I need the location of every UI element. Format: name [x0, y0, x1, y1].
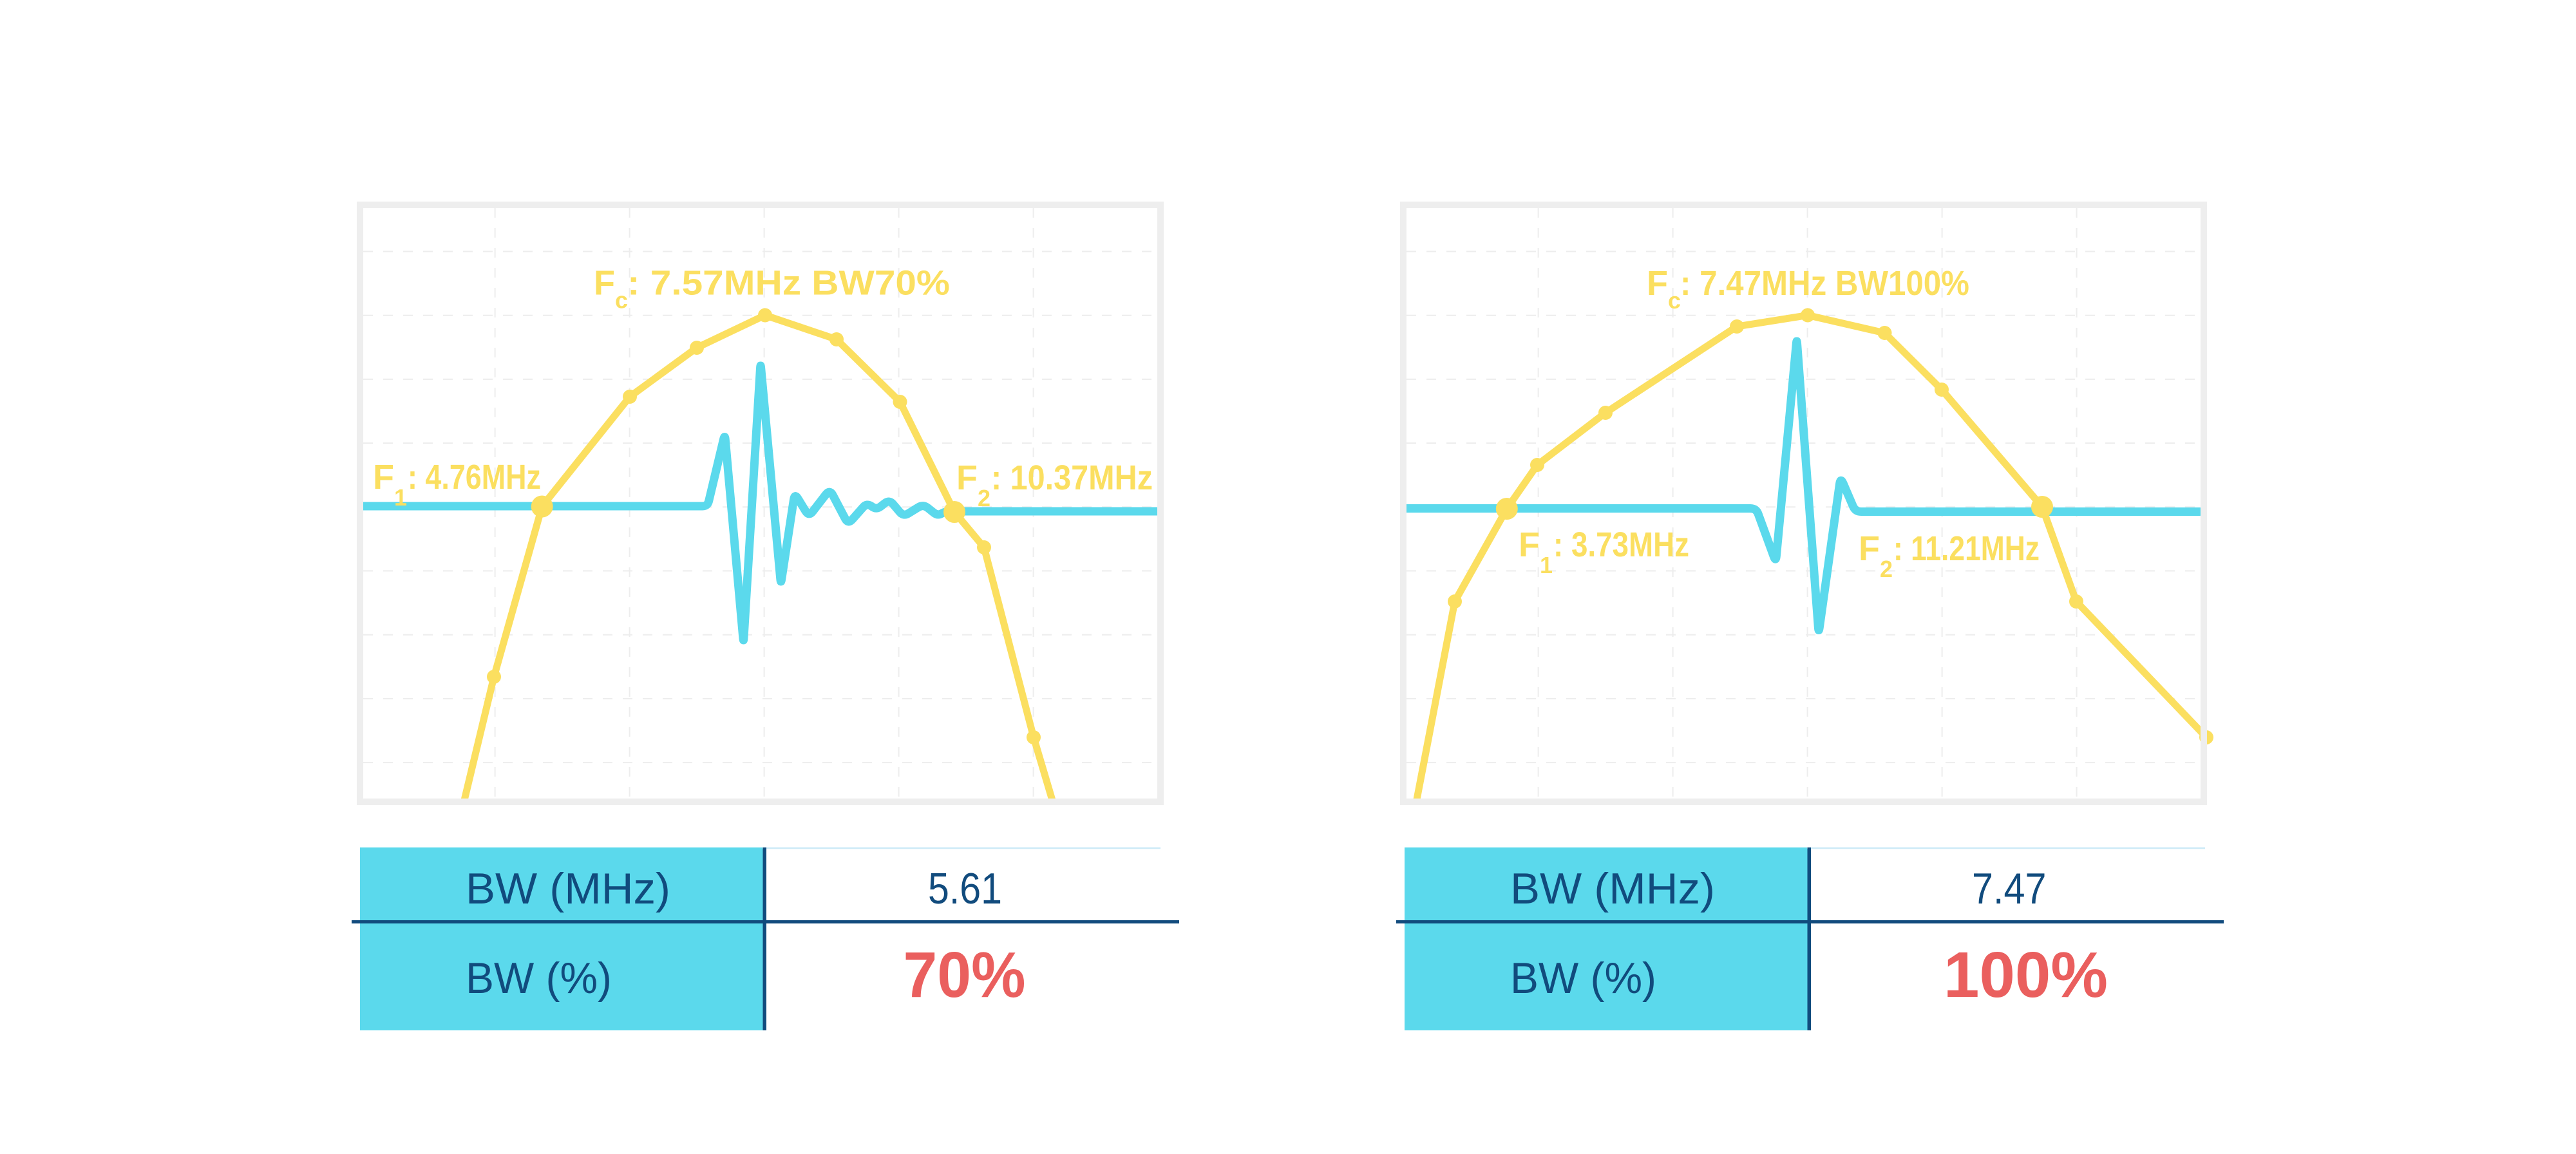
svg-text:F: F [1647, 264, 1668, 303]
svg-text:c: c [615, 287, 628, 314]
svg-text:7.47: 7.47 [1972, 864, 2047, 913]
svg-text:BW (%): BW (%) [466, 954, 612, 1003]
svg-text:1: 1 [1540, 552, 1553, 578]
svg-text:: 3.73MHz: : 3.73MHz [1553, 525, 1689, 564]
svg-text:F: F [1519, 525, 1540, 564]
svg-text:70%: 70% [904, 939, 1026, 1011]
svg-text:: 11.21MHz: : 11.21MHz [1893, 529, 2040, 568]
svg-text:F: F [1859, 529, 1880, 568]
svg-text:BW (%): BW (%) [1510, 954, 1656, 1003]
svg-text:1: 1 [394, 484, 407, 511]
svg-text:F: F [956, 459, 978, 497]
svg-text:100%: 100% [1944, 939, 2108, 1011]
svg-text:2: 2 [1880, 556, 1893, 582]
svg-text:: 10.37MHz: : 10.37MHz [991, 459, 1153, 497]
svg-text:: 7.57MHz BW70%: : 7.57MHz BW70% [627, 264, 950, 303]
svg-text:F: F [594, 264, 615, 303]
svg-text:BW (MHz): BW (MHz) [466, 864, 670, 913]
svg-text:5.61: 5.61 [928, 864, 1002, 913]
svg-text:: 7.47MHz BW100%: : 7.47MHz BW100% [1680, 264, 1969, 303]
svg-text:2: 2 [978, 485, 990, 511]
svg-text:c: c [1668, 287, 1681, 314]
svg-text:F: F [373, 458, 394, 497]
svg-text:BW (MHz): BW (MHz) [1510, 864, 1715, 913]
svg-text:: 4.76MHz: : 4.76MHz [408, 458, 541, 497]
